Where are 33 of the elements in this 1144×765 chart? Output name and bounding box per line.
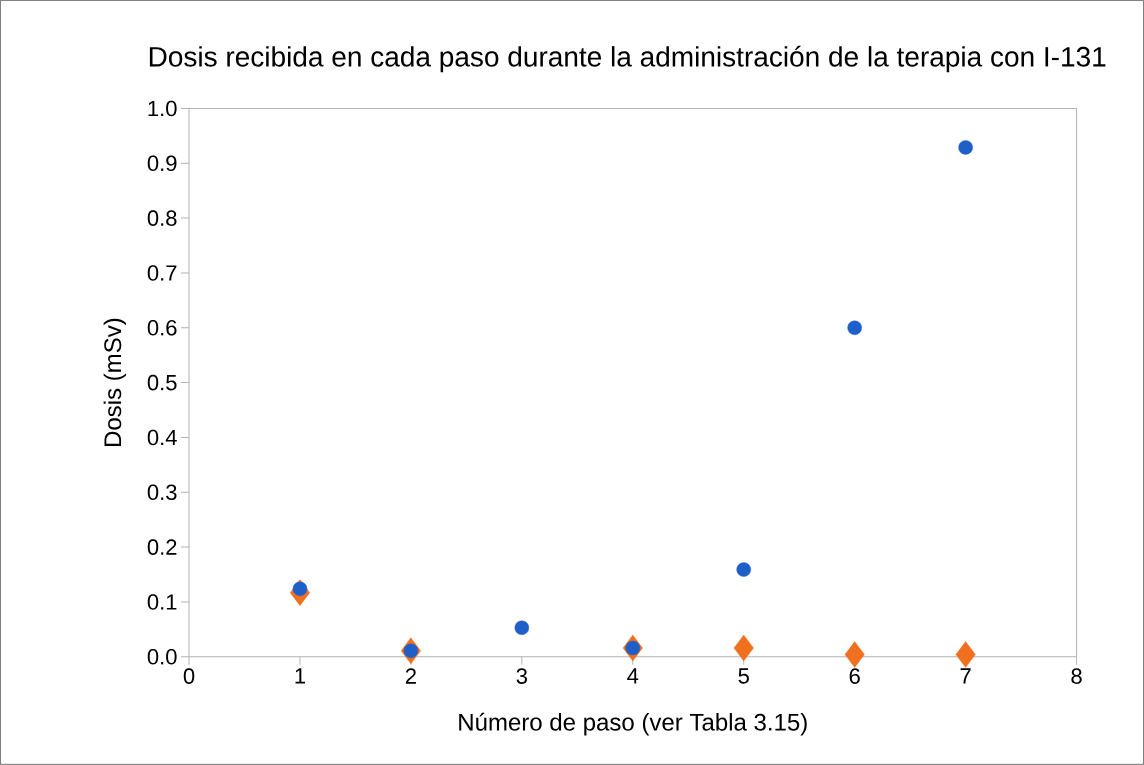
- y-tick-label: 0.2: [147, 539, 177, 556]
- y-tick-label: 0.6: [147, 320, 177, 336]
- point: [625, 640, 640, 656]
- chart-title: Dosis recibida en cada paso durante la administración de la terapia con I-131: [149, 45, 1106, 73]
- point: [847, 320, 862, 336]
- point: [733, 634, 754, 662]
- y-tick-label: 0.5: [147, 374, 177, 391]
- point: [844, 641, 865, 668]
- point: [958, 140, 973, 155]
- point: [403, 643, 419, 659]
- x-tick-label: 0: [183, 668, 195, 685]
- y-tick-label: 0.7: [147, 265, 177, 281]
- x-tick-label: 8: [1071, 668, 1082, 685]
- point: [292, 581, 308, 597]
- y-tick-label: 0.3: [147, 484, 177, 501]
- point: [514, 620, 530, 636]
- point: [955, 641, 976, 668]
- x-tick-label: 1: [295, 668, 306, 684]
- x-tick-label: 5: [738, 668, 749, 684]
- y-tick-label: 0.4: [147, 429, 177, 446]
- x-axis-title: Número de paso (ver Tabla 3.15): [459, 712, 807, 736]
- y-tick-label: 1.0: [148, 100, 177, 117]
- y-tick-label: 0.9: [147, 155, 177, 172]
- y-tick-label: 0.1: [147, 594, 177, 610]
- x-tick-label: 7: [960, 668, 971, 684]
- y-tick-label: 0.8: [147, 210, 177, 227]
- y-axis-title: Dosis (mSv): [103, 318, 127, 447]
- x-tick-label: 2: [405, 668, 416, 684]
- point: [736, 562, 751, 577]
- y-tick-label: 0.0: [147, 649, 177, 665]
- x-tick-label: 4: [627, 668, 639, 684]
- x-tick-label: 3: [516, 668, 528, 685]
- x-tick-label: 6: [849, 668, 860, 685]
